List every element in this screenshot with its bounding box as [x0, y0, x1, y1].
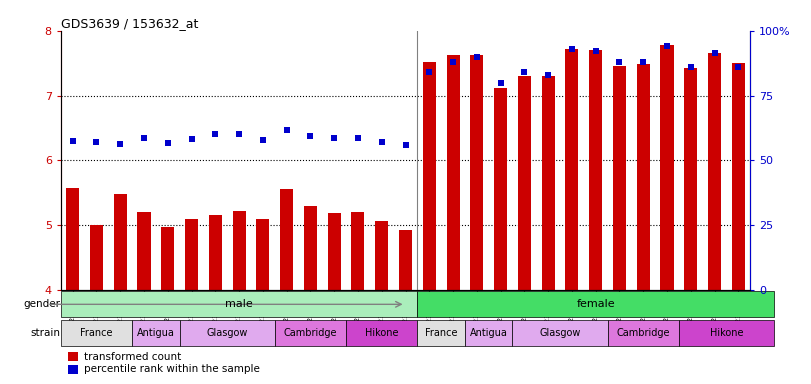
Bar: [732, 63, 744, 290]
Point: [67, 138, 79, 144]
Point: [256, 136, 269, 142]
Text: Cambridge: Cambridge: [616, 328, 670, 338]
Bar: [418, 320, 465, 346]
Point: [280, 127, 293, 133]
Bar: [708, 53, 721, 290]
Point: [138, 134, 151, 141]
Bar: [637, 65, 650, 290]
Point: [209, 131, 222, 137]
Bar: [418, 291, 774, 317]
Bar: [67, 365, 78, 374]
Bar: [161, 227, 174, 290]
Point: [233, 131, 246, 137]
Bar: [185, 218, 198, 290]
Bar: [346, 320, 418, 346]
Bar: [67, 188, 79, 290]
Bar: [513, 320, 607, 346]
Text: Glasgow: Glasgow: [539, 328, 581, 338]
Text: percentile rank within the sample: percentile rank within the sample: [84, 364, 260, 374]
Point: [542, 72, 555, 78]
Bar: [589, 50, 603, 290]
Bar: [470, 55, 483, 290]
Bar: [351, 212, 364, 290]
Point: [494, 79, 507, 86]
Bar: [375, 221, 388, 290]
Text: France: France: [425, 328, 457, 338]
Point: [470, 53, 483, 60]
Point: [351, 135, 364, 141]
Point: [637, 59, 650, 65]
Bar: [138, 212, 151, 290]
Text: Hikone: Hikone: [710, 328, 743, 338]
Text: Glasgow: Glasgow: [207, 328, 248, 338]
Bar: [328, 213, 341, 290]
Point: [328, 134, 341, 141]
Bar: [660, 45, 673, 290]
Point: [399, 142, 412, 149]
Text: Antigua: Antigua: [137, 328, 175, 338]
Point: [304, 133, 317, 139]
Text: transformed count: transformed count: [84, 352, 181, 362]
Point: [732, 64, 744, 70]
Point: [565, 46, 578, 52]
Point: [185, 136, 198, 142]
Bar: [208, 215, 222, 290]
Text: male: male: [225, 299, 253, 309]
Point: [161, 140, 174, 146]
Bar: [61, 320, 132, 346]
Bar: [679, 320, 774, 346]
Text: Antigua: Antigua: [470, 328, 508, 338]
Bar: [275, 320, 346, 346]
Point: [518, 69, 531, 75]
Bar: [399, 230, 412, 290]
Point: [90, 139, 103, 145]
Text: gender: gender: [24, 299, 61, 310]
Bar: [565, 49, 578, 290]
Bar: [607, 320, 679, 346]
Bar: [180, 320, 275, 346]
Bar: [61, 291, 418, 317]
Point: [708, 50, 721, 56]
Point: [114, 141, 127, 147]
Point: [660, 43, 673, 49]
Bar: [90, 225, 103, 290]
Bar: [67, 352, 78, 361]
Bar: [447, 55, 460, 290]
Bar: [613, 66, 626, 290]
Point: [423, 69, 436, 75]
Point: [375, 139, 388, 145]
Bar: [132, 320, 180, 346]
Bar: [423, 62, 436, 290]
Bar: [280, 189, 294, 290]
Text: strain: strain: [31, 328, 61, 338]
Point: [613, 59, 626, 65]
Bar: [465, 320, 513, 346]
Bar: [114, 194, 127, 290]
Text: Cambridge: Cambridge: [284, 328, 337, 338]
Bar: [684, 68, 697, 290]
Point: [447, 59, 460, 65]
Bar: [304, 206, 317, 290]
Point: [684, 64, 697, 70]
Bar: [494, 88, 507, 290]
Text: female: female: [577, 299, 615, 309]
Text: Hikone: Hikone: [365, 328, 398, 338]
Text: France: France: [80, 328, 113, 338]
Bar: [256, 218, 269, 290]
Bar: [233, 211, 246, 290]
Text: GDS3639 / 153632_at: GDS3639 / 153632_at: [61, 17, 198, 30]
Point: [589, 48, 602, 55]
Bar: [542, 76, 555, 290]
Bar: [517, 76, 531, 290]
